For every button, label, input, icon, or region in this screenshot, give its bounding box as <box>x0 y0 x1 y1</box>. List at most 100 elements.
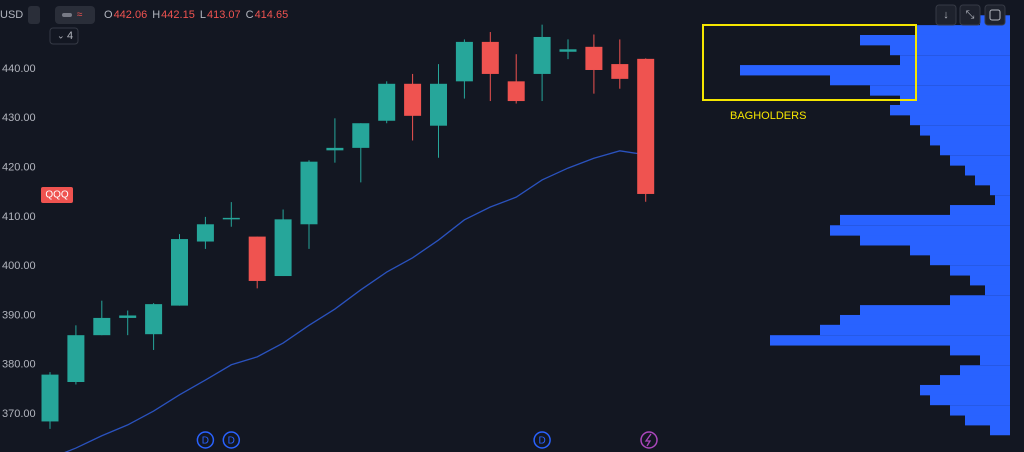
profile-bar <box>830 225 1010 236</box>
candle-body <box>430 83 447 126</box>
ohlc-key: C <box>246 9 254 21</box>
candle-body <box>378 83 396 121</box>
profile-bar <box>995 195 1010 206</box>
candle-body <box>611 64 629 79</box>
down-button[interactable] <box>935 4 957 26</box>
ohlc-value: 442.06 <box>114 9 148 21</box>
annotation-box <box>702 24 917 101</box>
indicator-button[interactable] <box>49 27 79 45</box>
ohlc-value: 414.65 <box>255 9 289 21</box>
event-label: D <box>228 436 235 447</box>
ohlc-key: O <box>104 9 113 21</box>
profile-bar <box>965 165 1010 176</box>
moving-average <box>64 150 646 452</box>
profile-bar <box>930 135 1010 146</box>
event-label: D <box>538 436 545 447</box>
profile-bar <box>900 55 1010 66</box>
profile-bar <box>890 104 1010 116</box>
candle-body <box>455 41 473 82</box>
symbol: QQQ <box>45 190 69 201</box>
toolbar: ↓ ⤡ <box>935 4 1006 26</box>
toggle[interactable] <box>55 6 95 24</box>
profile-bar <box>950 205 1010 216</box>
profile-bar <box>970 275 1010 286</box>
expand-icon: ⤡ <box>966 9 975 21</box>
y-tick-label: 420.00 <box>2 161 36 173</box>
expand-button[interactable] <box>959 4 981 26</box>
profile-bar <box>910 244 1010 256</box>
candle-body <box>559 49 577 52</box>
ohlc-key: L <box>200 9 206 21</box>
profile-bar <box>990 424 1010 436</box>
collapse-icon: ⌄ <box>57 30 65 40</box>
profile-bar <box>830 74 1010 86</box>
settings-icon <box>989 9 1001 21</box>
y-tick-label: 370.00 <box>2 408 36 420</box>
profile-bar <box>940 144 1010 156</box>
profile-bar <box>950 345 1010 356</box>
profile-bar <box>950 155 1010 166</box>
profile-bar <box>900 95 1010 106</box>
profile-bar <box>920 384 1010 396</box>
toggle-icon <box>62 13 72 17</box>
candle-body <box>585 46 603 70</box>
y-tick-label: 410.00 <box>2 211 36 223</box>
candle-body <box>352 123 370 148</box>
candle-body <box>171 239 188 306</box>
candle-body <box>41 374 59 422</box>
profile-bar <box>860 305 1010 316</box>
earnings-icon[interactable] <box>640 431 658 449</box>
candle-body <box>119 315 137 318</box>
profile-bar <box>980 354 1010 366</box>
profile-bar <box>960 365 1010 376</box>
profile-bar <box>840 314 1010 326</box>
profile-bar <box>770 335 1010 346</box>
profile-bar <box>965 415 1010 426</box>
profile-bar <box>950 295 1010 306</box>
candle-body <box>222 217 240 220</box>
event-marker[interactable] <box>196 431 215 449</box>
candle-body <box>248 236 266 281</box>
event-marker[interactable] <box>222 431 241 449</box>
profile-bar <box>820 324 1010 336</box>
candle-body <box>196 224 214 242</box>
indicator-count: 4 <box>67 30 73 42</box>
candle-body <box>145 304 163 335</box>
y-tick-label: 400.00 <box>2 260 36 272</box>
candle-body <box>274 219 292 277</box>
symbol-tag <box>41 187 73 203</box>
ohlc-value: 413.07 <box>207 9 241 21</box>
candle-body <box>300 161 318 225</box>
dropdown[interactable] <box>28 6 40 24</box>
candle-body <box>326 147 344 151</box>
profile-bar <box>930 254 1010 266</box>
profile-bar <box>950 265 1010 276</box>
profile-bar <box>975 174 1010 186</box>
candle-body <box>404 83 422 116</box>
profile-bar <box>940 375 1010 386</box>
y-tick-label: 430.00 <box>2 112 36 124</box>
profile-bar <box>890 44 1010 56</box>
currency: USD <box>0 9 23 21</box>
profile-bar <box>930 394 1010 406</box>
y-tick-label: 440.00 <box>2 63 36 75</box>
profile-bar <box>985 284 1010 296</box>
candle-body <box>93 317 111 336</box>
candle-body <box>637 58 655 194</box>
candles <box>41 24 655 452</box>
profile-bar <box>860 235 1010 246</box>
profile-bar <box>840 214 1010 226</box>
event-label: D <box>202 436 209 447</box>
y-tick-label: 390.00 <box>2 309 36 321</box>
candle-body <box>481 41 499 74</box>
settings-button[interactable] <box>984 4 1006 26</box>
profile-bar <box>950 405 1010 416</box>
ohlc-value: 442.15 <box>161 9 195 21</box>
profile-bar <box>990 184 1010 196</box>
y-tick-label: 380.00 <box>2 359 36 371</box>
profile-bar <box>740 65 1010 76</box>
event-marker[interactable] <box>533 431 551 449</box>
profile-bar <box>910 114 1010 126</box>
profile-bar <box>915 25 1010 36</box>
